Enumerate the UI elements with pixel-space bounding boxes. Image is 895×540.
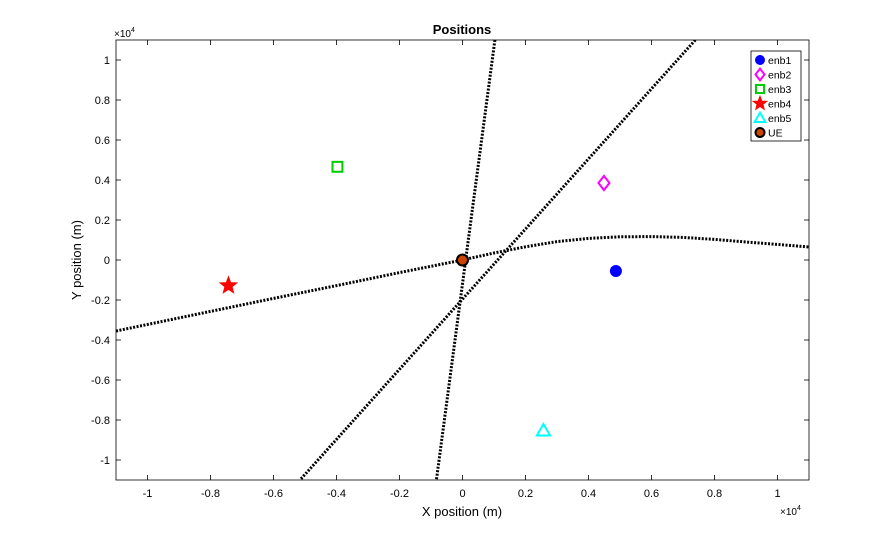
x-tick-label: -0.4 [327, 488, 346, 500]
legend-marker-enb4 [751, 94, 769, 111]
y-exponent-power: 4 [131, 27, 135, 34]
marker-ue [456, 253, 469, 267]
x-tick-label: 1 [774, 488, 780, 500]
x-tick-label: -0.2 [390, 488, 409, 500]
x-exponent-base: ×10 [780, 507, 797, 518]
y-tick-label: 0.8 [95, 95, 110, 107]
x-tick-label: -1 [143, 488, 153, 500]
legend-marker-enb2 [754, 67, 766, 82]
x-tick-label: 0.8 [707, 488, 722, 500]
legend-label-ue: UE [768, 128, 783, 140]
marker-enb4 [218, 275, 239, 294]
legend: enb1 enb2 enb3 enb4 enb5 UE [750, 50, 802, 142]
y-tick-label: 0 [104, 255, 110, 267]
svg-text:×104: ×104 [114, 27, 135, 40]
x-tick-label: -0.6 [264, 488, 283, 500]
x-axis-label: X position (m) [422, 504, 502, 519]
y-tick-label: 0.4 [95, 175, 110, 187]
dotted-line-2 [298, 40, 697, 480]
x-tick-label: 0.4 [581, 488, 596, 500]
marker-enb5 [535, 421, 552, 437]
x-exponent-label: ×104 [780, 505, 801, 518]
y-tick-label: -0.8 [91, 415, 110, 427]
legend-marker-enb1 [755, 55, 765, 65]
y-exponent-base: ×10 [114, 29, 131, 40]
y-axis-label: Y position (m) [69, 220, 84, 300]
svg-text:×104: ×104 [780, 505, 801, 518]
marker-enb2 [597, 174, 611, 192]
legend-label-enb2: enb2 [768, 70, 792, 82]
x-exponent-power: 4 [797, 505, 801, 512]
y-exponent-label: ×104 [114, 27, 135, 40]
x-tick-label: 0.6 [644, 488, 659, 500]
y-tick-label: -0.6 [91, 375, 110, 387]
legend-label-enb4: enb4 [768, 99, 792, 111]
dotted-line-3 [116, 235, 809, 333]
y-tick-label: -1 [100, 455, 110, 467]
y-tick-label: 0.2 [95, 215, 110, 227]
legend-label-enb3: enb3 [768, 84, 792, 96]
x-tick-label: 0 [459, 488, 465, 500]
legend-label-enb1: enb1 [768, 55, 792, 67]
y-tick-label: -0.4 [91, 335, 110, 347]
x-tick-label: -0.8 [201, 488, 220, 500]
legend-box [750, 50, 802, 142]
legend-label-enb5: enb5 [768, 113, 792, 125]
legend-marker-enb3 [754, 83, 766, 95]
plot-axes: -1 -0.8 -0.6 -0.4 -0.2 0 0.2 0.4 0.6 0.8 1 -1 -0.8 -0… [91, 39, 810, 500]
y-tick-label: 0.6 [95, 135, 110, 147]
legend-marker-enb5 [752, 110, 768, 124]
chart-title: Positions [433, 22, 492, 37]
marker-enb1 [609, 265, 622, 277]
legend-marker-ue [754, 127, 766, 138]
x-tick-label: 0.2 [518, 488, 533, 500]
marker-enb3 [331, 160, 344, 173]
y-tick-label: -0.2 [91, 295, 110, 307]
y-tick-label: 1 [104, 55, 110, 67]
data-markers [218, 160, 622, 437]
